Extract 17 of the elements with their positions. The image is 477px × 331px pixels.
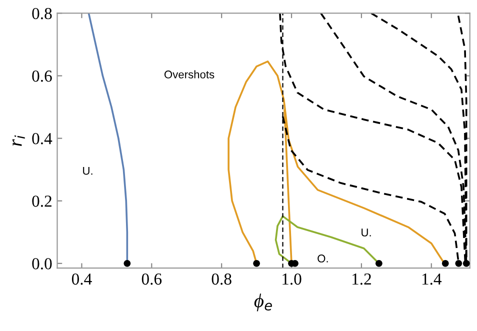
- y-tick-label: 0.8: [32, 8, 52, 20]
- x-tick-label: 1.4: [422, 274, 442, 285]
- annotation: Overshots: [164, 70, 214, 78]
- annotation: U.: [83, 167, 92, 175]
- annotation: U.: [362, 228, 371, 236]
- x-tick-label: 1.0: [282, 273, 302, 285]
- y-tick-label: 0.4: [32, 133, 52, 144]
- x-tick-label: 0.8: [212, 273, 232, 285]
- annotation: O.: [318, 254, 328, 262]
- y-tick-label: 0.6: [32, 70, 52, 82]
- x-tick-label: 0.6: [142, 273, 162, 285]
- y-axis-title: r$_{i}$: [12, 135, 25, 146]
- x-tick-label: 1.2: [352, 274, 371, 285]
- y-tick-label: 0.2: [32, 196, 52, 207]
- x-tick-label: 0.4: [72, 273, 92, 285]
- x-axis-title: ϕ$_{e}$: [254, 294, 272, 312]
- y-tick-label: 0.0: [32, 258, 52, 270]
